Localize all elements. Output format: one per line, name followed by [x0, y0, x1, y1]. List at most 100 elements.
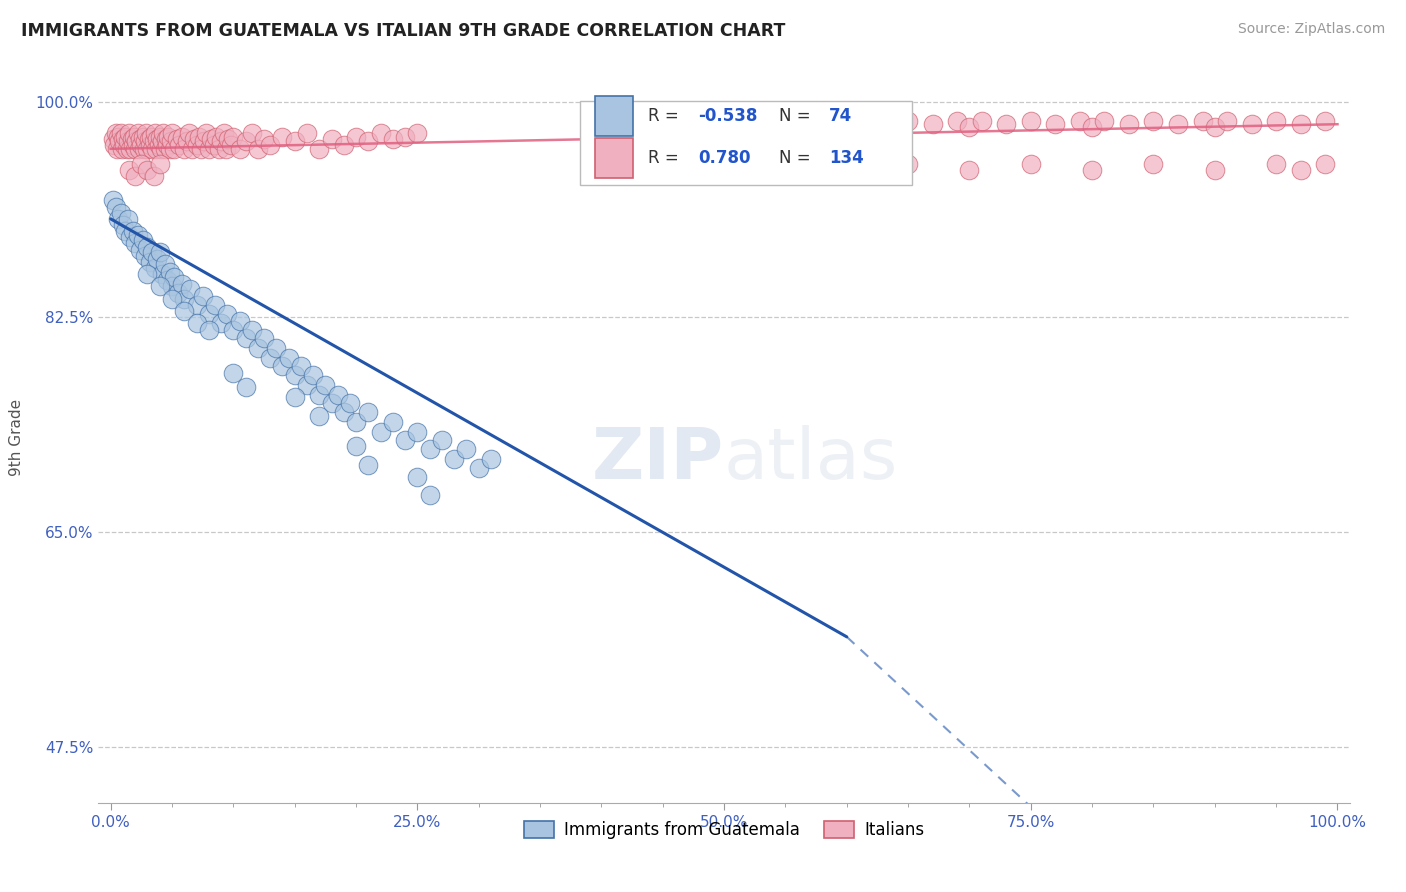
FancyBboxPatch shape	[581, 101, 911, 185]
Point	[212, 126, 235, 140]
Point	[186, 298, 208, 312]
Point	[995, 117, 1018, 131]
Point	[394, 129, 416, 144]
Point	[170, 277, 193, 291]
Point	[246, 341, 269, 355]
Point	[1045, 117, 1067, 131]
Point	[160, 279, 183, 293]
Point	[142, 135, 165, 149]
Point	[131, 138, 153, 153]
Point	[183, 132, 205, 146]
Point	[419, 442, 441, 456]
Point	[173, 292, 195, 306]
Point	[149, 156, 172, 170]
Point	[110, 205, 132, 219]
Point	[114, 129, 136, 144]
Point	[152, 126, 174, 140]
Point	[173, 304, 195, 318]
Text: N =: N =	[779, 149, 815, 167]
Point	[117, 211, 139, 226]
Point	[136, 162, 159, 177]
Point	[1240, 117, 1263, 131]
Point	[148, 138, 170, 153]
Point	[344, 439, 367, 453]
Point	[259, 351, 281, 365]
Point	[121, 224, 143, 238]
Point	[149, 129, 172, 144]
Text: ZIP: ZIP	[592, 425, 724, 493]
Text: 0.780: 0.780	[697, 149, 751, 167]
Point	[302, 368, 325, 382]
Point	[321, 396, 343, 410]
Point	[1142, 113, 1164, 128]
Point	[138, 132, 160, 146]
Point	[101, 194, 124, 208]
Point	[122, 129, 145, 144]
Point	[344, 129, 367, 144]
Point	[159, 265, 181, 279]
Point	[259, 138, 281, 153]
Point	[357, 405, 380, 419]
Point	[143, 261, 166, 276]
Point	[271, 359, 294, 374]
Point	[149, 245, 172, 260]
Point	[897, 156, 920, 170]
Point	[167, 285, 190, 300]
Point	[156, 138, 179, 153]
Point	[128, 142, 150, 156]
Point	[159, 142, 181, 156]
Point	[114, 224, 136, 238]
Point	[479, 451, 502, 466]
Point	[124, 169, 146, 183]
Point	[160, 292, 183, 306]
Point	[205, 129, 228, 144]
Point	[200, 132, 222, 146]
Point	[240, 322, 263, 336]
Point	[1191, 113, 1213, 128]
Point	[284, 368, 307, 382]
Point	[115, 142, 138, 156]
Point	[1315, 113, 1337, 128]
Point	[1019, 156, 1042, 170]
Point	[136, 267, 159, 281]
Point	[848, 113, 870, 128]
Point	[149, 279, 172, 293]
Point	[381, 415, 404, 429]
Point	[118, 126, 141, 140]
Point	[111, 132, 134, 146]
Point	[235, 380, 257, 394]
Point	[1204, 120, 1226, 134]
Point	[139, 138, 162, 153]
Point	[108, 135, 131, 149]
Point	[370, 126, 392, 140]
Point	[125, 135, 148, 149]
Text: R =: R =	[648, 149, 683, 167]
Point	[110, 126, 132, 140]
Point	[202, 138, 225, 153]
Point	[1216, 113, 1239, 128]
Point	[131, 233, 153, 247]
Point	[357, 135, 380, 149]
Point	[1315, 156, 1337, 170]
Point	[406, 126, 429, 140]
Point	[419, 488, 441, 502]
Point	[271, 129, 294, 144]
Point	[105, 142, 128, 156]
Point	[1265, 113, 1288, 128]
Point	[775, 122, 797, 136]
Text: N =: N =	[779, 107, 815, 125]
Text: Source: ZipAtlas.com: Source: ZipAtlas.com	[1237, 22, 1385, 37]
Point	[897, 113, 920, 128]
Point	[314, 377, 336, 392]
Point	[959, 120, 981, 134]
Point	[129, 243, 152, 257]
Point	[170, 129, 193, 144]
Text: 74: 74	[830, 107, 852, 125]
Point	[456, 442, 478, 456]
Point	[1289, 162, 1312, 177]
Point	[131, 129, 153, 144]
Point	[180, 142, 202, 156]
Point	[235, 331, 257, 345]
Point	[1142, 156, 1164, 170]
Point	[150, 267, 173, 281]
